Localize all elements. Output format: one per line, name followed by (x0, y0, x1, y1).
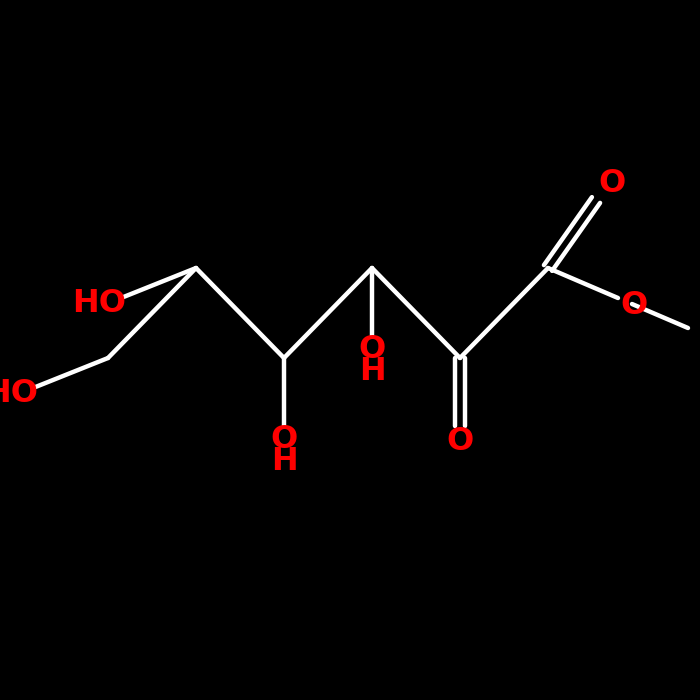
Text: H: H (358, 356, 386, 388)
Text: O: O (447, 426, 474, 458)
Text: HO: HO (72, 288, 126, 318)
Text: H: H (271, 447, 298, 477)
Text: O: O (620, 290, 648, 321)
Text: O: O (358, 335, 386, 365)
Text: O: O (270, 424, 298, 456)
Text: HO: HO (0, 377, 38, 409)
Text: O: O (598, 169, 626, 199)
